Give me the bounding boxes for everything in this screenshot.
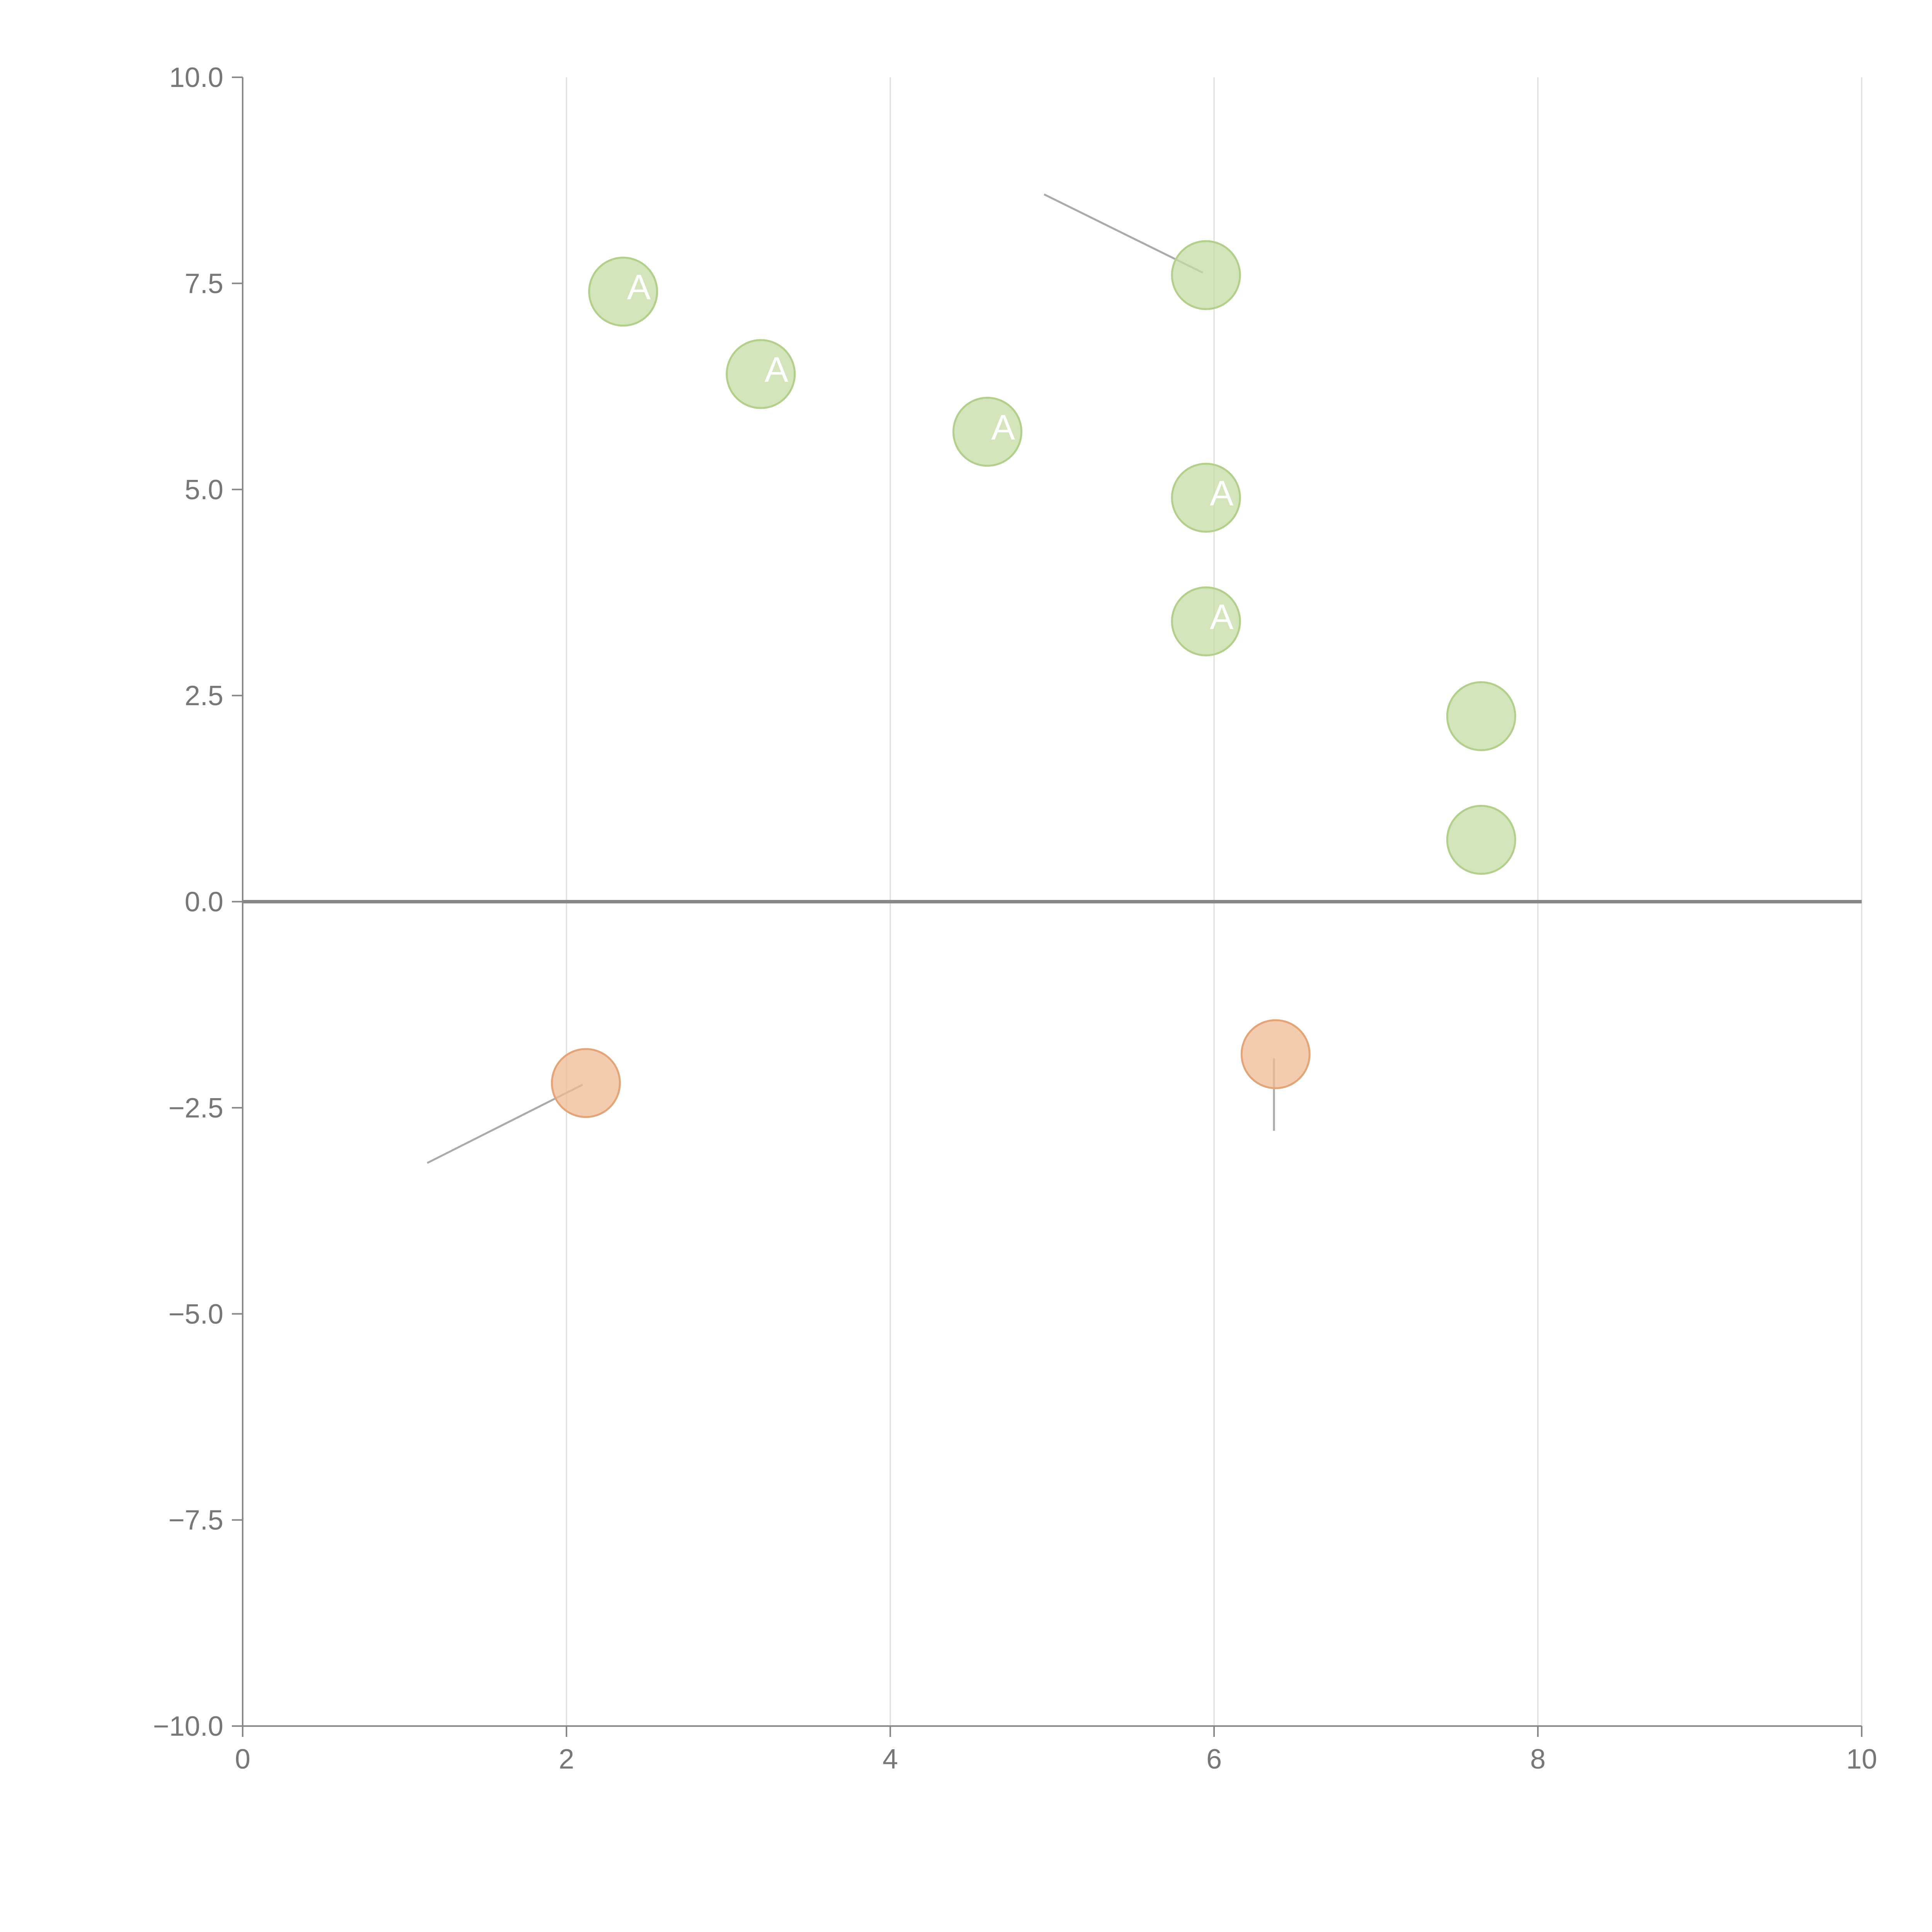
x-tick-label: 6: [1206, 1744, 1222, 1775]
point-labels: A A A A A: [627, 268, 1234, 637]
y-tick-label: 2.5: [185, 680, 223, 711]
x-tick-label: 0: [235, 1744, 250, 1775]
positive-point-7: [1446, 681, 1516, 751]
positive-point-4: [1171, 240, 1241, 310]
positive-point-8: [1446, 804, 1516, 875]
negative-point-1: [551, 1048, 621, 1118]
x-tick-label: 8: [1530, 1744, 1546, 1775]
positive-point-1: [588, 257, 658, 327]
positive-point-6: [1171, 586, 1241, 656]
positive-point-label-1: A: [627, 268, 651, 307]
y-tick-label: −7.5: [168, 1505, 223, 1536]
axes-layer: 0 2 4 6 8 10 10.0 7.5 5.0 2.5 0.0 −2.5 −5.0 −7.5 −10.0: [153, 62, 1877, 1775]
positive-point-3: [952, 396, 1022, 467]
annotation-leaders: [427, 193, 1275, 1164]
positive-point-2: [726, 339, 796, 409]
y-tick-label: 7.5: [185, 268, 223, 299]
negative-point-2: [1240, 1019, 1311, 1089]
y-tick-label: −5.0: [168, 1299, 223, 1330]
y-tick-label: 0.0: [185, 887, 223, 918]
positive-point-label-2: A: [765, 350, 789, 389]
y-tick-label: −2.5: [168, 1093, 223, 1124]
y-tick-label: −10.0: [153, 1711, 223, 1742]
y-tick-label: 5.0: [185, 474, 223, 505]
positive-point-label-6: A: [1210, 597, 1234, 637]
x-tick-label: 4: [883, 1744, 898, 1775]
positive-point-label-5: A: [1210, 474, 1234, 513]
y-tick-label: 10.0: [169, 62, 223, 93]
positive-point-label-3: A: [991, 408, 1015, 447]
data-points: [551, 240, 1516, 1118]
x-tick-label: 10: [1846, 1744, 1877, 1775]
positive-point-5: [1171, 463, 1241, 533]
x-tick-label: 2: [559, 1744, 574, 1775]
